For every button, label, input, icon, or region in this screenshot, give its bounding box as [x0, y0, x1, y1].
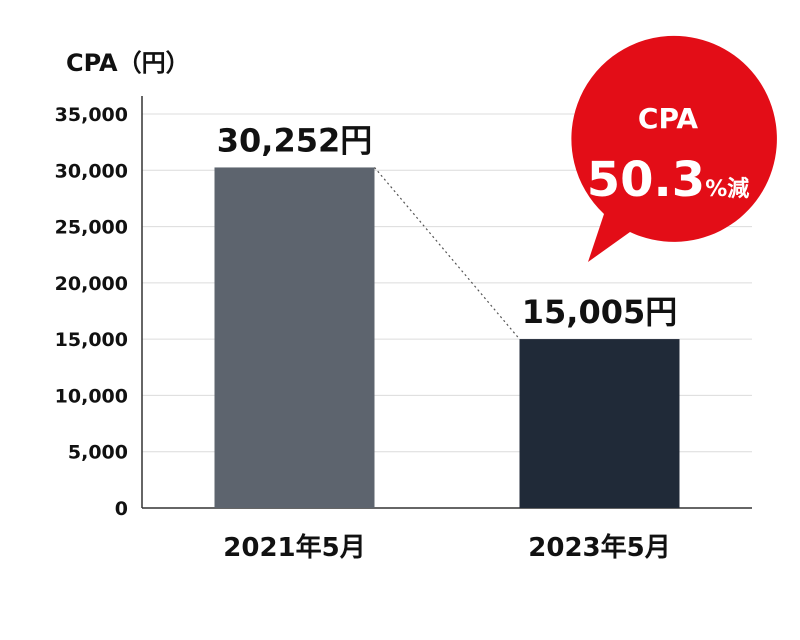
- y-tick-label: 5,000: [68, 442, 128, 464]
- bar-value-label: 15,005円: [522, 293, 678, 331]
- badge-bubble: [571, 35, 777, 263]
- y-tick-label: 10,000: [55, 385, 128, 407]
- connector-dotted-line: [374, 167, 520, 340]
- y-tick-label: 15,000: [55, 329, 128, 351]
- reduction-badge: CPA 50.3%減: [571, 35, 777, 263]
- data-labels: 30,252円 15,005円: [217, 121, 678, 331]
- bar-value-label: 30,252円: [217, 121, 373, 159]
- y-tick-label: 30,000: [55, 160, 128, 182]
- badge-reduction: 50.3%減: [587, 152, 749, 208]
- y-tick-label: 0: [115, 498, 128, 520]
- bar: [519, 339, 680, 508]
- x-tick-label: 2023年5月: [528, 532, 670, 563]
- badge-percent-value: 50.3: [587, 152, 705, 208]
- bar: [214, 167, 375, 508]
- x-tick-label: 2021年5月: [223, 532, 365, 563]
- y-tick-label: 35,000: [55, 104, 128, 126]
- x-axis-ticks: 2021年5月 2023年5月: [223, 532, 670, 563]
- y-axis-title: CPA（円）: [66, 49, 190, 77]
- y-tick-label: 20,000: [55, 273, 128, 295]
- badge-metric: CPA: [638, 102, 699, 135]
- badge-percent-suffix: %減: [705, 177, 749, 202]
- y-axis-ticks: 35,000 30,000 25,000 20,000 15,000 10,000 5,00…: [55, 104, 128, 520]
- y-tick-label: 25,000: [55, 217, 128, 239]
- bars: [214, 167, 680, 508]
